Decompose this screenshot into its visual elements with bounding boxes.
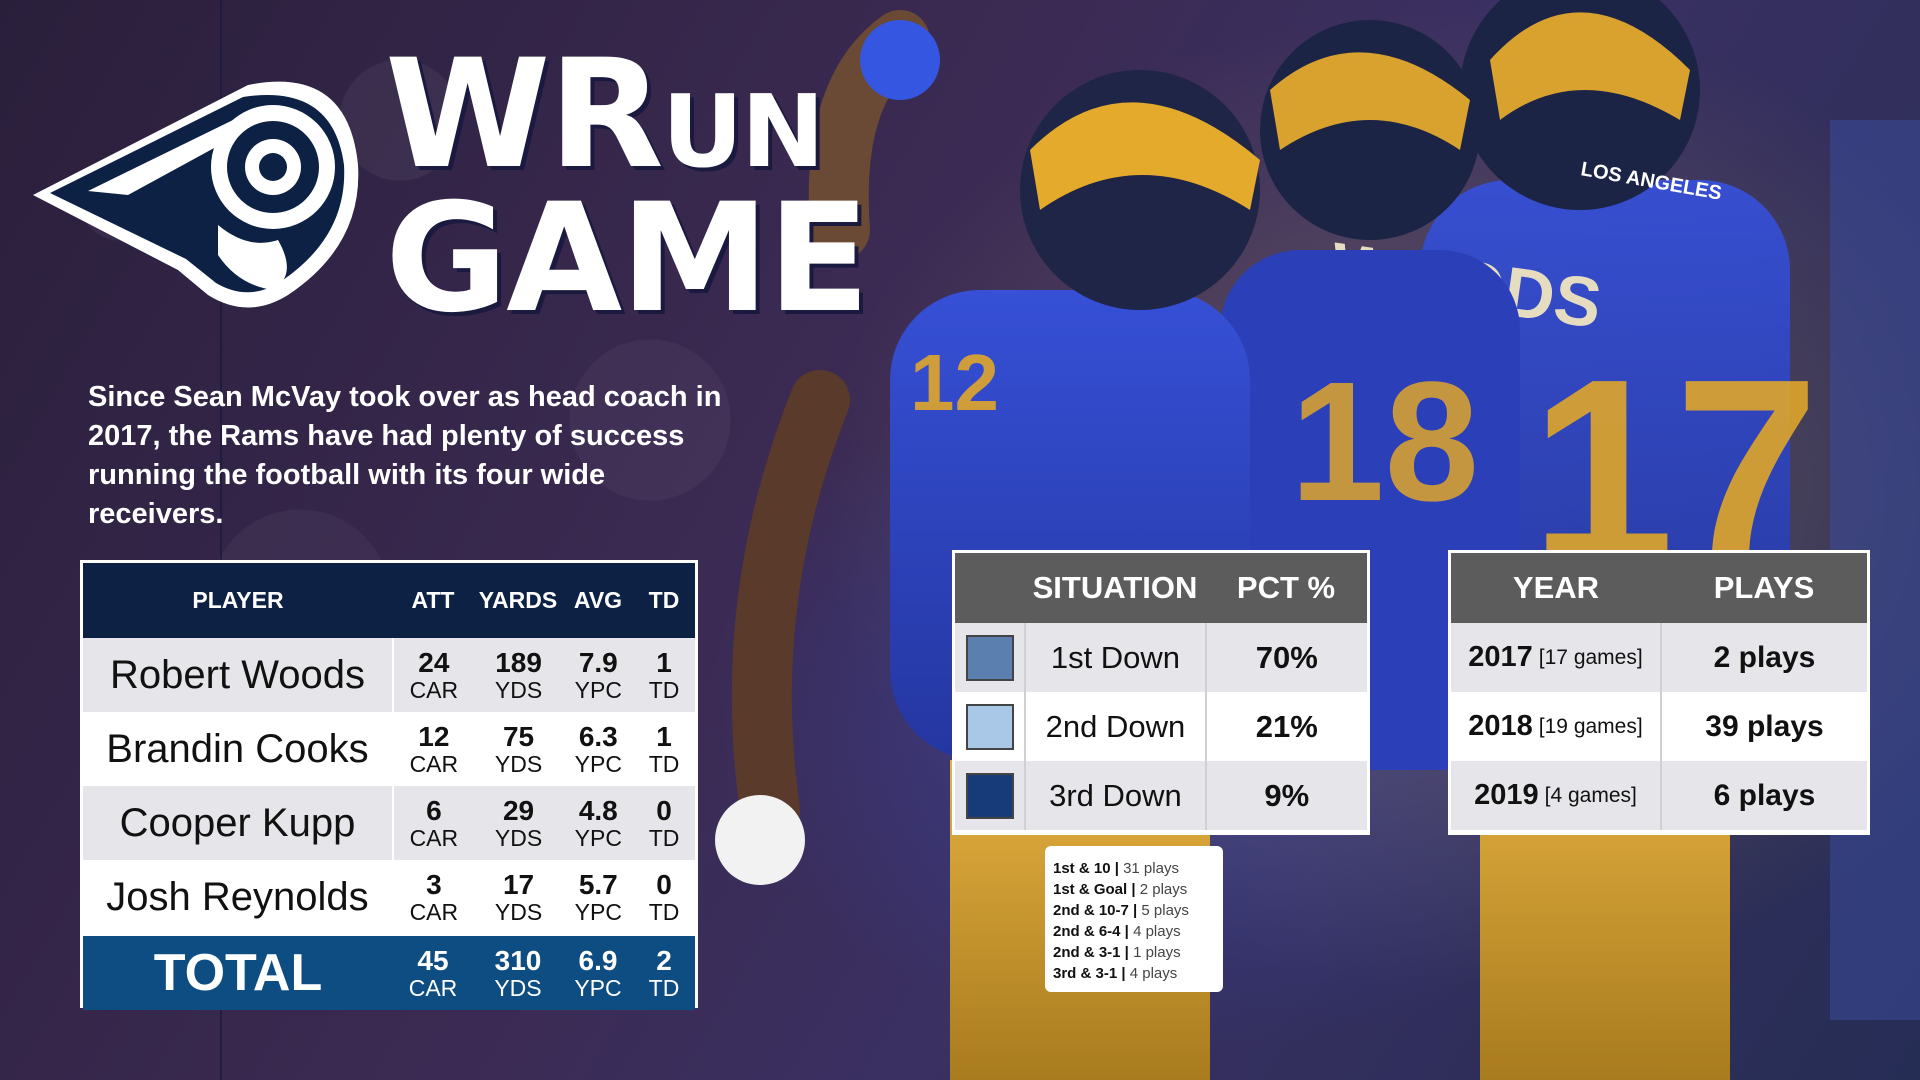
- list-item: 2nd & 10-7 | 5 plays: [1053, 902, 1189, 919]
- yards-cell: 75 YDS: [494, 721, 543, 777]
- list-item: 3rd & 3-1 | 4 plays: [1053, 965, 1178, 982]
- header-pct: PCT %: [1236, 570, 1336, 605]
- situation-pct: 9%: [1264, 777, 1310, 813]
- color-swatch: [965, 772, 1014, 819]
- jersey-number-12: 12: [910, 338, 999, 427]
- players-photo: 17 WOODS LOS ANGELES 18 12: [715, 0, 1920, 1080]
- jersey-number-back: 18: [1290, 347, 1479, 537]
- down-distance-breakdown: 1st & 10 | 31 plays 1st & Goal | 2 plays…: [1045, 846, 1223, 992]
- player-name: Cooper Kupp: [83, 786, 394, 860]
- list-item: 1st & Goal | 2 plays: [1053, 881, 1188, 898]
- td-cell: 1 TD: [648, 721, 680, 777]
- total-td: 2 TD: [648, 945, 680, 1001]
- list-item: 2nd & 3-1 | 1 plays: [1053, 944, 1181, 961]
- header-plays: PLAYS: [1713, 570, 1815, 605]
- avg-cell: 6.3 YPC: [574, 721, 622, 777]
- player-name: Josh Reynolds: [83, 860, 394, 934]
- att-cell: 12 CAR: [409, 721, 459, 777]
- avg-cell: 4.8 YPC: [574, 795, 622, 851]
- plays-cell: 6 plays: [1713, 778, 1816, 812]
- year-cell: 2019 [4 games]: [1451, 761, 1662, 830]
- table-row: 2019 [4 games] 6 plays: [1451, 761, 1867, 830]
- year-cell: 2017 [17 games]: [1451, 623, 1662, 692]
- table-row: 2nd Down 21%: [955, 692, 1367, 761]
- total-avg: 6.9 YPC: [574, 945, 622, 1001]
- year-table-header: YEAR PLAYS: [1451, 553, 1867, 623]
- color-swatch: [965, 634, 1014, 681]
- plays-cell: 2 plays: [1713, 640, 1816, 674]
- header-yards: YARDS: [478, 587, 558, 613]
- year-cell: 2018 [19 games]: [1451, 692, 1662, 761]
- table-row: 1st Down 70%: [955, 623, 1367, 692]
- headline-game: GAME: [385, 172, 870, 346]
- situation-table-header: SITUATION PCT %: [955, 553, 1367, 623]
- color-swatch: [965, 703, 1014, 750]
- table-row: 2018 [19 games] 39 plays: [1451, 692, 1867, 761]
- yards-cell: 17 YDS: [494, 869, 543, 925]
- rams-logo: [33, 81, 359, 308]
- header-player: PLAYER: [192, 587, 284, 613]
- situation-table: SITUATION PCT % 1st Down 70% 2nd Down 21…: [952, 550, 1370, 835]
- avg-cell: 5.7 YPC: [574, 869, 622, 925]
- table-row: Josh Reynolds 3 CAR 17 YDS 5.7 YPC 0 TD: [83, 860, 695, 934]
- yards-cell: 29 YDS: [494, 795, 543, 851]
- header-year: YEAR: [1512, 570, 1600, 605]
- list-item: 1st & 10 | 31 plays: [1053, 860, 1179, 877]
- table-row: Cooper Kupp 6 CAR 29 YDS 4.8 YPC 0 TD: [83, 786, 695, 860]
- situation-label: 1st Down: [1024, 623, 1207, 692]
- total-row: TOTAL 45 CAR 310 YDS 6.9 YPC 2 TD: [83, 936, 695, 1010]
- player-table-header: PLAYER ATT YARDS AVG TD: [83, 563, 695, 638]
- player-stats-table: PLAYER ATT YARDS AVG TD Robert Woods 24 C…: [80, 560, 698, 1010]
- headline-un: UN: [661, 73, 825, 190]
- headline: WRUN GAME: [385, 40, 870, 346]
- total-att: 45 CAR: [408, 945, 458, 1001]
- headline-wr: WR: [385, 28, 664, 202]
- att-cell: 3 CAR: [409, 869, 459, 925]
- plays-cell: 39 plays: [1705, 709, 1824, 743]
- total-yards: 310 YDS: [494, 945, 542, 1001]
- player-name: Brandin Cooks: [83, 712, 394, 786]
- situation-pct: 21%: [1255, 708, 1318, 744]
- situation-label: 2nd Down: [1024, 692, 1207, 761]
- header-att: ATT: [411, 587, 455, 613]
- table-row: Robert Woods 24 CAR 189 YDS 7.9 YPC 1 TD: [83, 638, 695, 712]
- att-cell: 24 CAR: [409, 647, 459, 703]
- situation-label: 3rd Down: [1024, 761, 1207, 830]
- year-table: YEAR PLAYS 2017 [17 games] 2 plays 2018 [1…: [1448, 550, 1870, 835]
- intro-text: Since Sean McVay took over as head coach…: [88, 381, 722, 530]
- td-cell: 0 TD: [648, 869, 680, 925]
- yards-cell: 189 YDS: [494, 647, 543, 703]
- table-row: 2017 [17 games] 2 plays: [1451, 623, 1867, 692]
- td-cell: 1 TD: [648, 647, 680, 703]
- att-cell: 6 CAR: [409, 795, 459, 851]
- table-row: Brandin Cooks 12 CAR 75 YDS 6.3 YPC 1 TD: [83, 712, 695, 786]
- list-item: 2nd & 6-4 | 4 plays: [1053, 923, 1181, 940]
- header-avg: AVG: [573, 587, 623, 613]
- header-situation: SITUATION: [1032, 570, 1198, 605]
- player-name: Robert Woods: [83, 638, 394, 712]
- divider-line: [220, 0, 222, 1080]
- total-label: TOTAL: [153, 944, 323, 1002]
- td-cell: 0 TD: [648, 795, 680, 851]
- situation-pct: 70%: [1255, 639, 1318, 675]
- header-td: TD: [648, 587, 680, 613]
- table-row: 3rd Down 9%: [955, 761, 1367, 830]
- avg-cell: 7.9 YPC: [574, 647, 622, 703]
